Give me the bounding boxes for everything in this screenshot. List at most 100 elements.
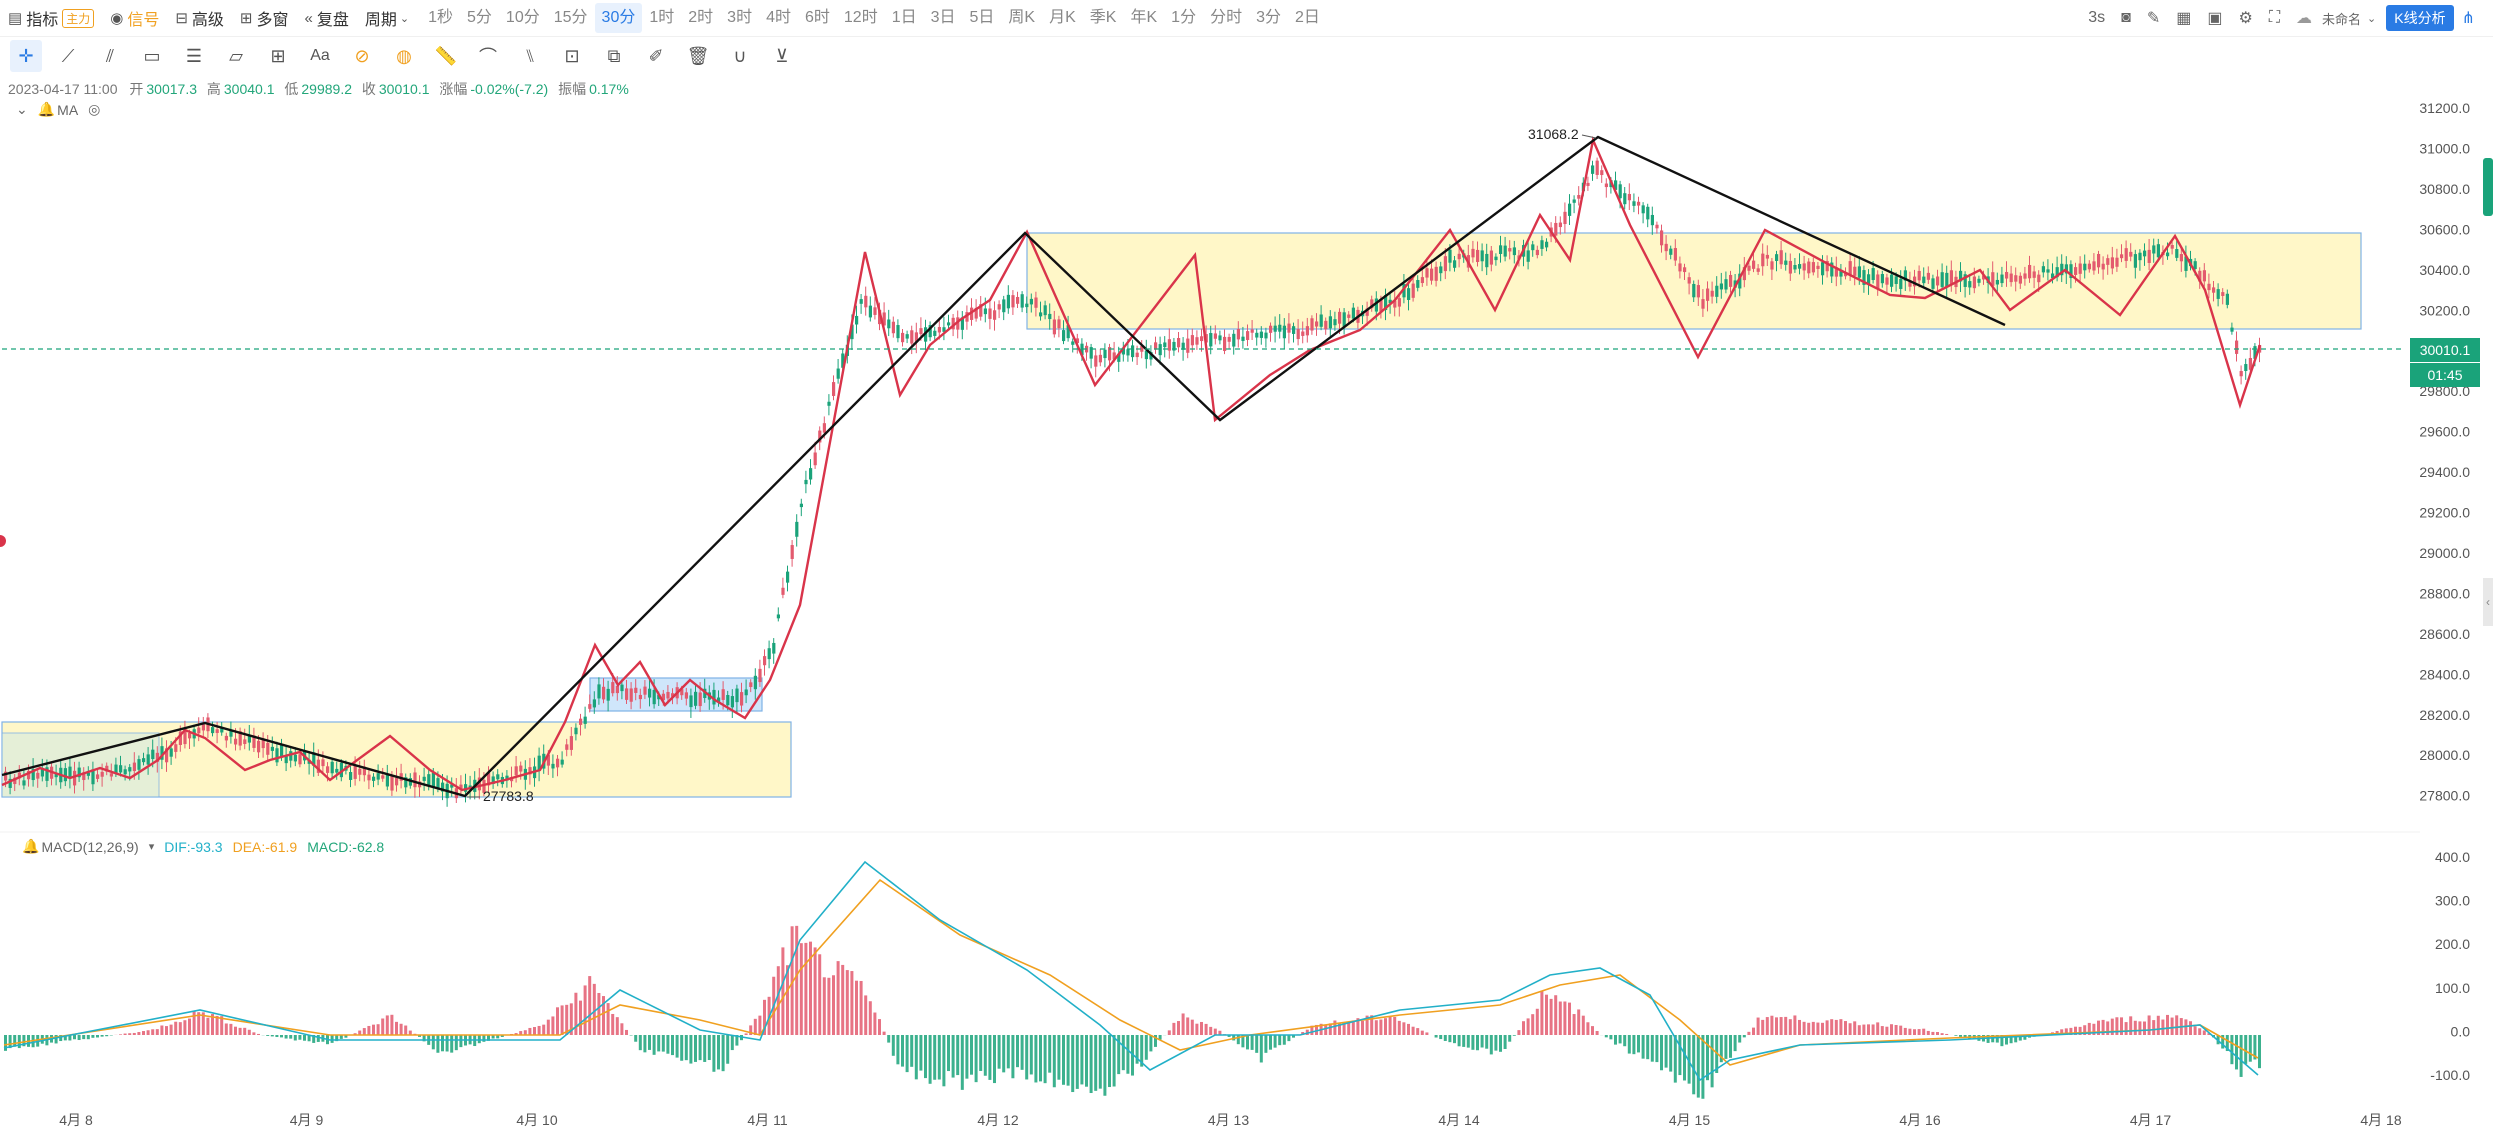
- period-6[interactable]: 2时: [688, 9, 714, 26]
- macd-bar: [404, 1025, 408, 1035]
- zigzag-red-line[interactable]: [1, 135, 2262, 792]
- candle-body: [2106, 258, 2110, 265]
- macd-bar: [684, 1035, 688, 1061]
- bell-icon[interactable]: 🔔: [22, 838, 40, 854]
- period-2[interactable]: 10分: [505, 9, 540, 26]
- candle-body: [1241, 336, 1245, 341]
- bell-icon[interactable]: 🔔: [37, 101, 56, 117]
- rectangle-icon[interactable]: ▭: [143, 45, 161, 66]
- consolidation-box[interactable]: [1, 721, 792, 798]
- macd-bar: [1798, 1019, 1801, 1035]
- period-20[interactable]: 3分: [1256, 9, 1281, 26]
- panel-toggle-icon[interactable]: ‹: [2483, 578, 2493, 626]
- candle-body: [1494, 256, 1498, 261]
- share-icon[interactable]: ⋔: [2461, 10, 2475, 27]
- camera-icon[interactable]: ◙: [2121, 9, 2131, 26]
- layout-icon[interactable]: ▦: [2176, 10, 2192, 27]
- period-0[interactable]: 1秒: [428, 9, 454, 26]
- period-13[interactable]: 5日: [969, 9, 995, 26]
- filter-icon[interactable]: ⊻: [775, 45, 789, 66]
- period-9[interactable]: 6时: [804, 9, 830, 26]
- trash-icon[interactable]: 🗑: [686, 45, 710, 66]
- macd-bar: [1213, 1028, 1217, 1035]
- period-11[interactable]: 1日: [891, 9, 917, 26]
- calendar-icon[interactable]: ▣: [2207, 10, 2223, 27]
- period-1[interactable]: 5分: [467, 9, 492, 26]
- chevron-down-icon[interactable]: ⌄: [2367, 12, 2377, 25]
- crosshair-icon[interactable]: ✛: [10, 40, 42, 72]
- scrollbar-thumb[interactable]: [2483, 158, 2493, 216]
- macd-bar: [988, 1035, 992, 1080]
- candle-body: [1701, 299, 1705, 309]
- candle-body: [2202, 270, 2206, 282]
- macd-bar: [1549, 998, 1553, 1035]
- period-3[interactable]: 15分: [553, 9, 588, 26]
- edit-icon[interactable]: ✐: [648, 45, 664, 66]
- candle-body: [1604, 183, 1608, 188]
- period-7[interactable]: 3时: [727, 9, 753, 26]
- macd-bar: [648, 1035, 651, 1050]
- period-19[interactable]: 分时: [1210, 9, 1243, 26]
- candle-body: [2037, 274, 2041, 283]
- layout-name[interactable]: 未命名: [2322, 11, 2362, 27]
- signal-button[interactable]: ◉ 信号: [102, 3, 167, 33]
- magnet-icon[interactable]: ∪: [733, 45, 747, 66]
- macd-bar: [956, 1035, 960, 1076]
- line-icon[interactable]: ⟋: [61, 45, 75, 66]
- candle-body: [1140, 345, 1144, 352]
- period-12[interactable]: 3日: [930, 9, 956, 26]
- candle-body: [1982, 275, 1986, 280]
- period-5[interactable]: 1时: [649, 9, 675, 26]
- consolidation-box-inner[interactable]: [1, 732, 160, 798]
- consolidation-box[interactable]: [1026, 232, 2362, 330]
- period-21[interactable]: 2日: [1295, 9, 1320, 26]
- current-price-tag: 30010.1: [2410, 338, 2480, 362]
- pattern-icon[interactable]: ⊘: [354, 45, 370, 66]
- period-dropdown[interactable]: 周期 ⌄: [357, 3, 421, 33]
- multiwindow-button[interactable]: ⊞ 多窗: [232, 3, 297, 33]
- brush-icon[interactable]: ⌒: [479, 47, 497, 67]
- advanced-button[interactable]: ⊟ 高级: [167, 3, 232, 33]
- dea-line: [3, 878, 2259, 1066]
- parallel-channel-icon[interactable]: ⫽: [105, 45, 115, 66]
- pen-icon[interactable]: ✎: [2146, 10, 2161, 27]
- ma-label[interactable]: MA: [57, 101, 79, 118]
- candle-body: [855, 315, 859, 325]
- period-10[interactable]: 12时: [843, 9, 878, 26]
- replay-button[interactable]: « 复盘: [297, 3, 357, 33]
- refresh-interval[interactable]: 3s: [2088, 9, 2106, 26]
- collapse-icon[interactable]: ⌄: [16, 101, 28, 117]
- add-icon[interactable]: ⊞: [270, 45, 286, 66]
- period-15[interactable]: 月K: [1049, 9, 1076, 26]
- macd-label[interactable]: MACD(12,26,9): [41, 838, 139, 855]
- macd-bar: [1117, 1035, 1121, 1075]
- zigzag-black-line[interactable]: [1, 135, 2006, 798]
- period-14[interactable]: 周K: [1008, 9, 1036, 26]
- fullscreen-icon[interactable]: ⛶: [2268, 9, 2281, 26]
- period-16[interactable]: 季K: [1089, 9, 1117, 26]
- consolidation-box[interactable]: [589, 677, 763, 712]
- macd-bar: [1448, 1035, 1452, 1043]
- chevron-down-icon[interactable]: ▾: [148, 841, 155, 853]
- period-8[interactable]: 4时: [766, 9, 791, 26]
- period-4[interactable]: 30分: [594, 3, 643, 33]
- lock-icon[interactable]: ⊡: [564, 45, 580, 66]
- settings-icon[interactable]: ⚙: [2238, 10, 2253, 27]
- copy-icon[interactable]: ⧉: [607, 45, 621, 66]
- pattern-alt-icon[interactable]: ◍: [396, 45, 412, 66]
- candle-body: [247, 735, 251, 743]
- kline-analysis-button[interactable]: K线分析: [2386, 5, 2454, 31]
- ruler-icon[interactable]: 📏: [434, 45, 458, 66]
- bar-pattern-icon[interactable]: ⑊: [524, 45, 536, 66]
- fibonacci-icon[interactable]: ☰: [185, 45, 203, 66]
- polygon-icon[interactable]: ▱: [229, 45, 243, 66]
- cloud-icon[interactable]: ☁: [2296, 10, 2313, 27]
- period-17[interactable]: 年K: [1130, 9, 1158, 26]
- period-18[interactable]: 1分: [1171, 9, 1197, 26]
- macd-bar: [1489, 1035, 1493, 1055]
- indicator-button[interactable]: ▤ 指标 主力: [0, 3, 102, 33]
- text-tool[interactable]: Aa: [310, 47, 330, 64]
- eye-off-icon[interactable]: ◎: [88, 101, 101, 117]
- candle-body: [648, 688, 652, 698]
